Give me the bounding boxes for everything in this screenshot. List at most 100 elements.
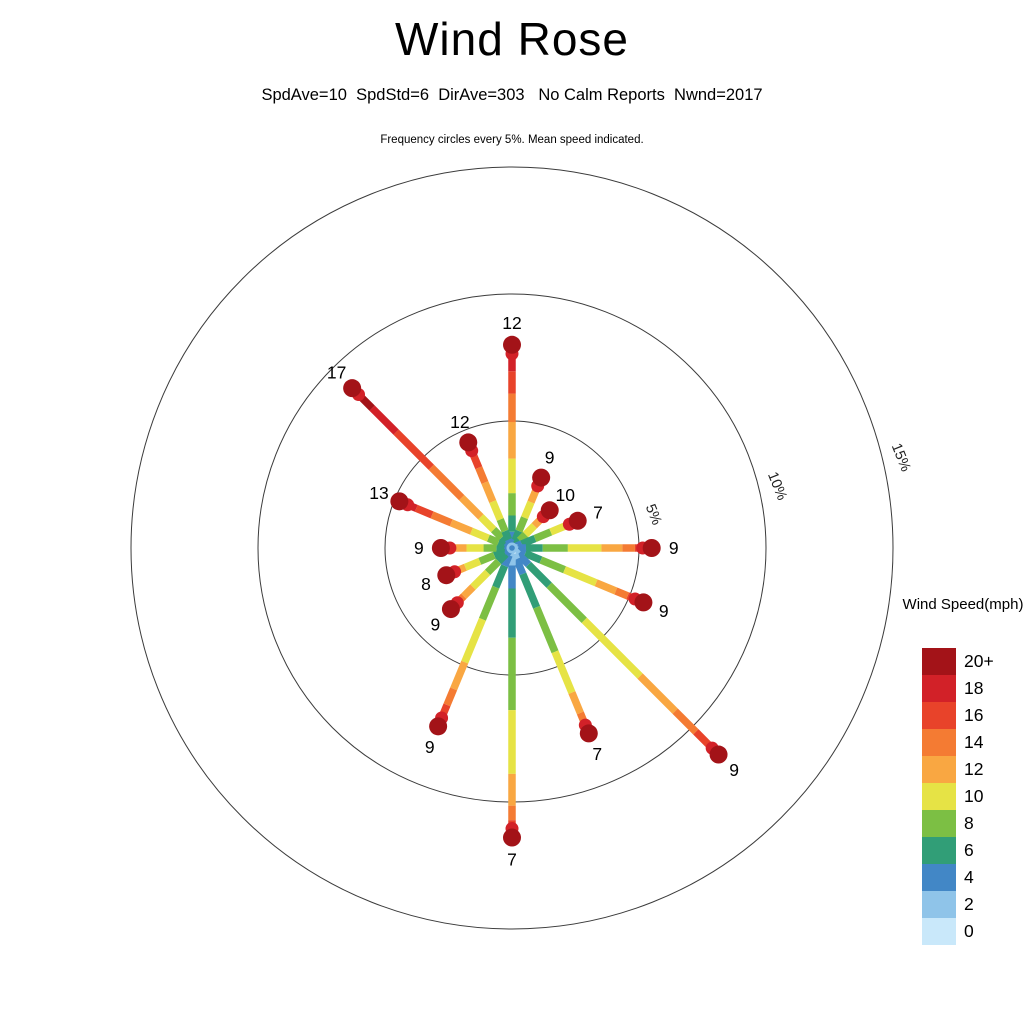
spoke-segment <box>672 708 699 735</box>
chart-caption: Frequency circles every 5%. Mean speed i… <box>380 134 644 146</box>
spoke-segment <box>516 531 529 544</box>
spoke-segment <box>515 516 529 533</box>
spoke-segment <box>478 551 496 565</box>
legend-entry: 8 <box>922 810 994 837</box>
legend: 20+ 18 16 14 12 10 8 6 4 2 0 <box>922 648 994 945</box>
spoke-segment <box>414 504 434 519</box>
spoke-tip-dot <box>503 335 521 354</box>
spoke-segment <box>563 566 598 587</box>
spoke-segment <box>581 617 643 679</box>
spoke-mean-speed-label: 13 <box>369 483 388 503</box>
spoke-segment <box>496 518 509 533</box>
spoke-segment <box>492 547 506 559</box>
spoke-segment <box>478 585 500 621</box>
spoke-tip-dot <box>568 511 587 530</box>
spoke-segment <box>614 587 630 600</box>
legend-label: 12 <box>964 759 984 779</box>
spoke-se: 9 <box>509 545 739 780</box>
spoke-mean-speed-label: 9 <box>425 737 435 757</box>
spoke-s: 7 <box>503 548 521 870</box>
legend-label: 0 <box>964 921 974 941</box>
spoke-segment <box>533 605 559 654</box>
spoke-segment <box>501 529 512 541</box>
spoke-e: 9 <box>512 538 679 558</box>
legend-swatch <box>922 783 956 810</box>
center-dot-inner <box>509 545 515 551</box>
ring-label: 15% <box>888 441 914 474</box>
legend-swatch <box>922 729 956 756</box>
spoke-segment <box>637 673 678 714</box>
legend-label: 20+ <box>964 651 994 671</box>
spoke-mean-speed-label: 7 <box>507 850 517 870</box>
spoke-segment <box>430 511 453 527</box>
spoke-segment <box>428 464 465 501</box>
spoke-segment <box>492 564 509 589</box>
spoke-tip-dot <box>441 600 460 619</box>
spoke-segment <box>393 429 434 470</box>
spoke-segment <box>522 523 537 538</box>
spoke-segment <box>520 535 537 548</box>
ring-label: 10% <box>764 470 790 503</box>
spoke-segment <box>484 558 502 576</box>
spoke-mean-speed-label: 7 <box>592 744 602 764</box>
spoke-tip-dot <box>431 539 450 557</box>
legend-entry: 12 <box>922 756 994 783</box>
legend-entry: 0 <box>922 918 994 945</box>
legend-label: 16 <box>964 705 984 725</box>
spoke-segment <box>515 551 532 568</box>
spoke-segment <box>546 582 587 623</box>
spoke-segment <box>461 584 476 599</box>
frequency-ring <box>130 166 894 930</box>
legend-entry: 14 <box>922 729 994 756</box>
spoke-segment <box>594 579 618 595</box>
spoke-segment <box>490 526 505 541</box>
spoke-mean-speed-label: 12 <box>502 313 521 333</box>
chart-title: Wind Rose <box>395 13 629 65</box>
legend-swatch <box>922 918 956 945</box>
spoke-segment <box>489 500 504 521</box>
legend-swatch <box>922 675 956 702</box>
spoke-segment <box>481 481 497 503</box>
spoke-tip-dot <box>459 433 478 452</box>
spoke-segment <box>549 523 566 536</box>
spoke-segment <box>443 687 458 707</box>
stats-line: SpdAve=10 SpdStd=6 DirAve=303 No Calm Re… <box>261 86 763 104</box>
spoke-mean-speed-label: 8 <box>421 574 431 594</box>
spoke-mean-speed-label: 9 <box>545 447 555 467</box>
legend-entry: 2 <box>922 891 994 918</box>
legend-label: 18 <box>964 678 984 698</box>
spoke-tip-dot <box>429 717 448 736</box>
spoke-segment <box>449 519 473 535</box>
spoke-segment <box>539 556 567 574</box>
legend-swatch <box>922 810 956 837</box>
spoke-segment <box>475 466 489 484</box>
spoke-segment <box>551 650 576 695</box>
spoke-segment <box>461 617 486 664</box>
spoke-mean-speed-label: 17 <box>327 363 346 383</box>
spoke-nnw: 12 <box>450 412 516 550</box>
spoke-segment <box>513 557 527 576</box>
spoke-segment <box>470 454 483 470</box>
spoke-segment <box>519 572 541 609</box>
spoke-segment <box>527 490 539 504</box>
legend-swatch <box>922 891 956 918</box>
spoke-sse: 7 <box>508 546 602 764</box>
spoke-mean-speed-label: 12 <box>450 412 469 432</box>
spoke-segment <box>369 405 399 435</box>
spoke-tip-dot <box>579 724 598 743</box>
spoke-segment <box>458 494 484 520</box>
legend-entry: 4 <box>922 864 994 891</box>
spoke-tip-dot <box>343 379 362 398</box>
spoke-tip-dot <box>634 593 653 612</box>
legend-label: 2 <box>964 894 974 914</box>
spoke-segment <box>693 729 711 747</box>
ring-label: 5% <box>642 502 665 528</box>
spoke-sw: 9 <box>431 545 515 635</box>
legend-label: 6 <box>964 840 974 860</box>
legend-swatch <box>922 648 956 675</box>
legend-title: Wind Speed(mph) <box>902 596 1024 613</box>
spoke-segment <box>521 500 535 520</box>
spoke-nw: 17 <box>327 363 515 551</box>
